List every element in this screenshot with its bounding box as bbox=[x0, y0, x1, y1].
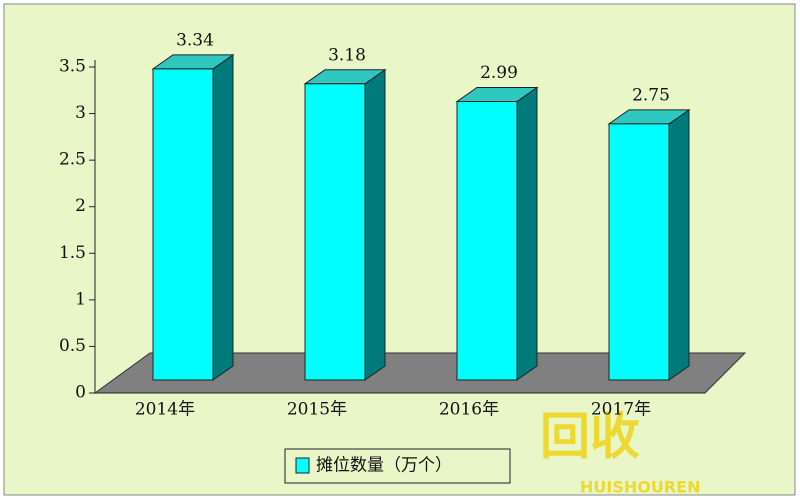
watermark-logo: 回收 bbox=[540, 408, 640, 466]
y-tick-label: 1.5 bbox=[59, 243, 86, 263]
value-label: 3.18 bbox=[328, 45, 366, 65]
value-label: 3.34 bbox=[176, 30, 214, 50]
y-tick-label: 1 bbox=[75, 289, 86, 309]
y-tick-label: 0 bbox=[75, 383, 86, 403]
y-tick-label: 3.5 bbox=[59, 57, 86, 77]
x-tick-label: 2015年 bbox=[287, 400, 347, 420]
bar bbox=[304, 83, 366, 381]
bar-side bbox=[668, 108, 690, 381]
watermark-text: HUISHOUREN bbox=[580, 478, 700, 497]
legend-swatch bbox=[295, 457, 310, 474]
y-tick-label: 0.5 bbox=[59, 336, 86, 356]
value-label: 2.75 bbox=[632, 85, 670, 105]
x-tick-label: 2017年 bbox=[591, 400, 651, 420]
legend-label: 摊位数量（万个） bbox=[316, 456, 452, 476]
bar-side bbox=[212, 53, 234, 381]
y-tick-label: 3 bbox=[75, 103, 86, 123]
y-tick-label: 2 bbox=[75, 196, 86, 216]
bar bbox=[456, 101, 518, 381]
legend bbox=[284, 448, 511, 484]
bar-side bbox=[516, 86, 538, 381]
bar bbox=[152, 68, 214, 381]
y-tick-label: 2.5 bbox=[59, 150, 86, 170]
bar-side bbox=[364, 68, 386, 381]
x-tick-label: 2016年 bbox=[439, 400, 499, 420]
bar bbox=[608, 123, 670, 381]
value-label: 2.99 bbox=[480, 63, 518, 83]
x-tick-label: 2014年 bbox=[135, 400, 195, 420]
